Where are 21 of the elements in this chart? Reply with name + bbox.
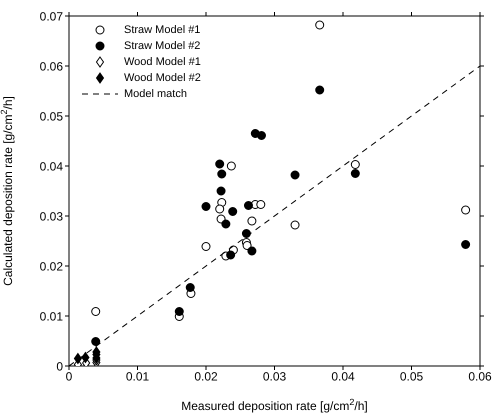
x-tick-label: 0 <box>66 370 73 384</box>
y-tick-label: 0.01 <box>40 309 64 324</box>
y-tick-label: 0.03 <box>40 209 64 224</box>
y-tick-label: 0.06 <box>40 59 64 74</box>
x-tick-label: 0.02 <box>194 370 218 384</box>
y-tick-label: 0.05 <box>40 109 64 124</box>
x-tick-label: 0.01 <box>126 370 150 384</box>
legend-label: Model match <box>124 87 187 102</box>
y-tick-label: 0.07 <box>40 9 64 24</box>
legend-label: Straw Model #2 <box>124 39 200 54</box>
x-tick-label: 0.04 <box>331 370 355 384</box>
y-tick-label: 0 <box>56 359 64 374</box>
x-tick-label: 0.03 <box>262 370 286 384</box>
y-tick-label: 0.04 <box>40 159 64 174</box>
y-tick-label: 0.02 <box>40 259 64 274</box>
legend-label: Wood Model #1 <box>124 55 201 70</box>
legend-label: Straw Model #1 <box>124 23 200 38</box>
x-tick-label: 0.05 <box>400 370 424 384</box>
legend-label: Wood Model #2 <box>124 71 201 86</box>
x-axis-title: Measured deposition rate [g/cm$^{2}$/h] <box>181 397 368 413</box>
x-tick-label: 0.06 <box>468 370 492 384</box>
